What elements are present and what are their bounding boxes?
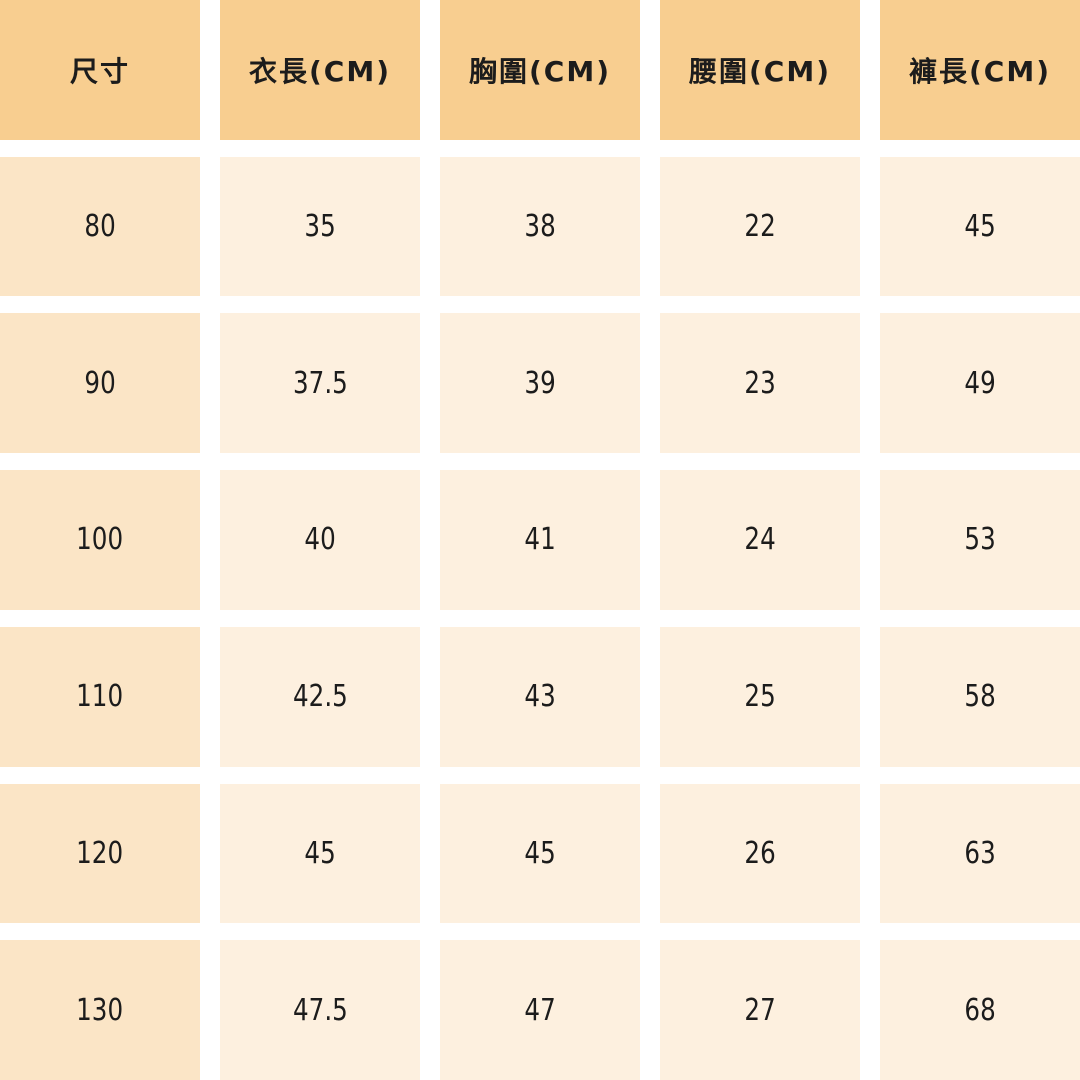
cell-value: 37.5 [292, 365, 348, 401]
table-cell: 47 [440, 940, 640, 1080]
table-cell: 25 [660, 626, 860, 767]
table-cell: 24 [660, 470, 860, 610]
header-label: 衣長(CM) [248, 54, 391, 88]
table-cell: 40 [220, 470, 420, 610]
table-cell: 47.5 [220, 940, 420, 1080]
table-cell: 45 [440, 783, 640, 924]
cell-value: 63 [964, 835, 996, 871]
table-cell: 49 [880, 313, 1080, 454]
cell-value: 23 [744, 365, 776, 401]
size-value: 80 [84, 209, 116, 245]
table-cell: 26 [660, 783, 860, 924]
cell-value: 43 [524, 679, 556, 715]
table-cell: 27 [660, 940, 860, 1080]
table-cell: 45 [220, 783, 420, 924]
table-cell: 63 [880, 783, 1080, 924]
header-cell-pants-length: 褲長(CM) [880, 0, 1080, 140]
cell-value: 68 [964, 992, 996, 1028]
header-label: 腰圍(CM) [688, 54, 831, 88]
header-cell-size: 尺寸 [0, 0, 200, 140]
size-cell: 110 [0, 626, 200, 767]
cell-value: 47 [524, 992, 556, 1028]
cell-value: 42.5 [292, 679, 348, 715]
header-cell-chest: 胸圍(CM) [440, 0, 640, 140]
cell-value: 35 [304, 209, 336, 245]
cell-value: 53 [964, 522, 996, 558]
cell-value: 47.5 [292, 992, 348, 1028]
table-cell: 45 [880, 156, 1080, 297]
size-value: 110 [76, 679, 124, 715]
cell-value: 45 [304, 835, 336, 871]
table-cell: 38 [440, 156, 640, 297]
table-cell: 39 [440, 313, 640, 454]
header-cell-waist: 腰圍(CM) [660, 0, 860, 140]
header-label: 尺寸 [69, 54, 130, 88]
size-value: 100 [76, 522, 124, 558]
table-cell: 58 [880, 626, 1080, 767]
cell-value: 45 [964, 209, 996, 245]
header-label: 胸圍(CM) [468, 54, 611, 88]
size-cell: 90 [0, 313, 200, 454]
table-cell: 68 [880, 940, 1080, 1080]
table-cell: 22 [660, 156, 860, 297]
size-cell: 120 [0, 783, 200, 924]
cell-value: 41 [524, 522, 556, 558]
cell-value: 38 [524, 209, 556, 245]
cell-value: 26 [744, 835, 776, 871]
cell-value: 39 [524, 365, 556, 401]
size-value: 90 [84, 365, 116, 401]
size-cell: 130 [0, 940, 200, 1080]
cell-value: 40 [304, 522, 336, 558]
cell-value: 22 [744, 209, 776, 245]
size-value: 130 [76, 992, 124, 1028]
size-value: 120 [76, 835, 124, 871]
cell-value: 27 [744, 992, 776, 1028]
table-cell: 43 [440, 626, 640, 767]
table-cell: 53 [880, 470, 1080, 610]
table-cell: 41 [440, 470, 640, 610]
cell-value: 49 [964, 365, 996, 401]
table-cell: 37.5 [220, 313, 420, 454]
table-cell: 42.5 [220, 626, 420, 767]
table-cell: 23 [660, 313, 860, 454]
size-cell: 80 [0, 156, 200, 297]
cell-value: 45 [524, 835, 556, 871]
header-label: 褲長(CM) [908, 54, 1051, 88]
cell-value: 58 [964, 679, 996, 715]
header-cell-garment-length: 衣長(CM) [220, 0, 420, 140]
cell-value: 25 [744, 679, 776, 715]
size-cell: 100 [0, 470, 200, 610]
table-cell: 35 [220, 156, 420, 297]
cell-value: 24 [744, 522, 776, 558]
